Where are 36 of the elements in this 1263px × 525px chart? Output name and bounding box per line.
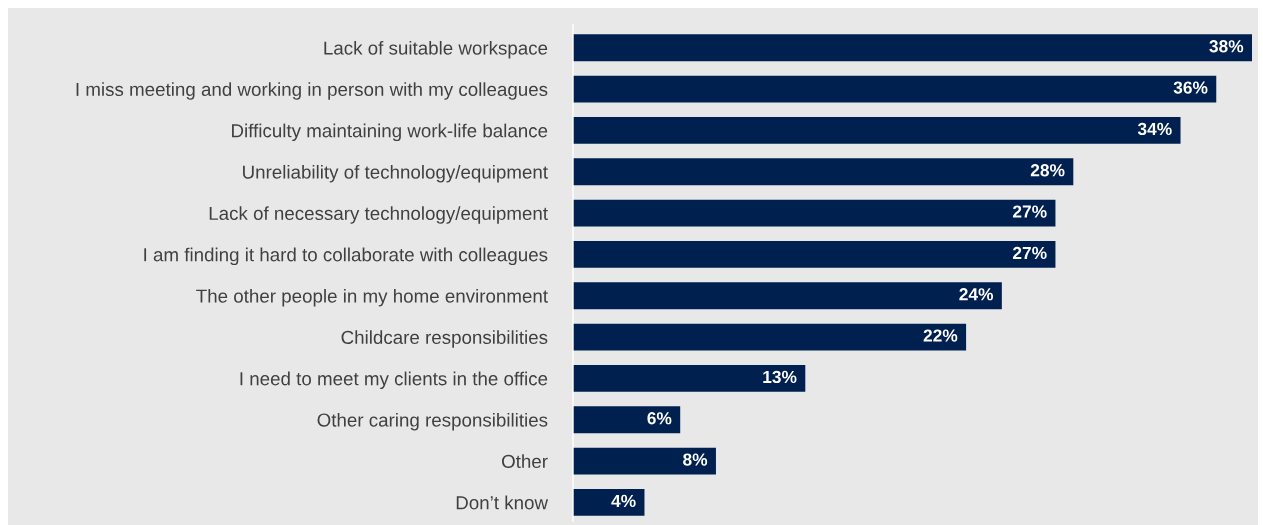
data-label: 13%	[763, 370, 797, 384]
y-tick-label: Unreliability of technology/equipment	[243, 164, 548, 183]
bar	[573, 406, 681, 434]
bar	[573, 364, 806, 392]
data-label: 36%	[1173, 81, 1208, 94]
y-tick-label: Difficulty maintaining work-life balance	[232, 123, 548, 142]
bar	[573, 323, 967, 351]
data-label: 27%	[1012, 205, 1047, 218]
data-label: 38%	[1209, 40, 1244, 53]
bar	[573, 447, 716, 475]
y-tick-label: Other caring responsibilities	[317, 412, 548, 431]
bar	[573, 240, 1056, 268]
y-tick-label: I miss meeting and working in person with my colleagues	[76, 82, 548, 100]
data-label: 27%	[1012, 246, 1047, 260]
bar	[573, 34, 1252, 62]
bar	[573, 282, 1002, 310]
data-label: 22%	[923, 329, 958, 342]
y-tick-label: I need to meet my clients in the office	[240, 371, 548, 390]
y-tick-label: Childcare responsibilities	[341, 330, 548, 348]
bar	[573, 488, 645, 516]
bar	[573, 199, 1056, 227]
y-tick-label: Lack of suitable workspace	[324, 40, 548, 59]
y-tick-label: Lack of necessary technology/equipment	[209, 206, 548, 224]
data-label: 6%	[647, 412, 672, 425]
bar	[573, 75, 1217, 103]
y-tick-label: Don’t know	[456, 495, 549, 510]
data-label: 8%	[683, 453, 708, 466]
y-tick-label: Other	[502, 454, 548, 469]
data-label: 34%	[1137, 122, 1172, 136]
data-label: 24%	[959, 288, 994, 301]
bar	[573, 158, 1074, 186]
data-label: 4%	[611, 494, 636, 508]
y-tick-label: I am finding it hard to collaborate with colleagues	[144, 247, 548, 266]
data-label: 28%	[1030, 164, 1065, 177]
bar	[573, 116, 1181, 144]
y-tick-label: The other people in my home environment	[196, 288, 548, 307]
